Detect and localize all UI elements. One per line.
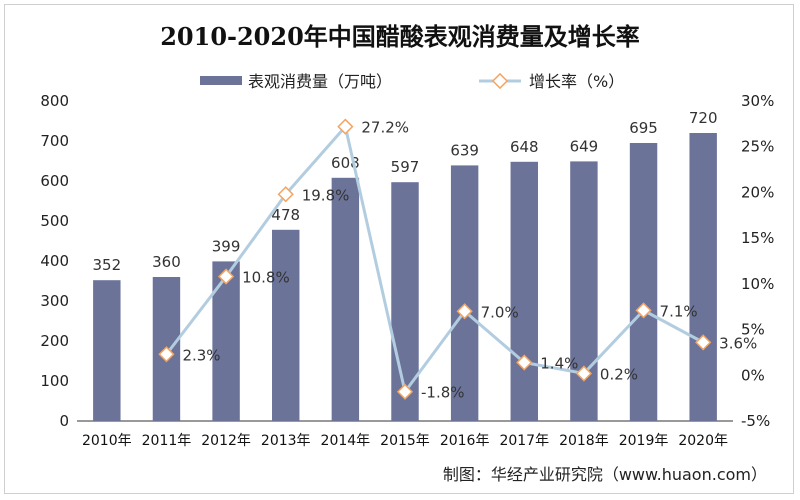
growth-value-label: 1.4% xyxy=(540,354,578,372)
bar xyxy=(570,161,598,421)
growth-marker xyxy=(396,383,414,400)
growth-marker xyxy=(516,354,533,371)
growth-marker xyxy=(158,346,175,363)
right-tick-label: 30% xyxy=(741,92,774,110)
growth-marker xyxy=(217,268,235,285)
bar-value-label: 352 xyxy=(92,256,121,274)
left-tick-label: 200 xyxy=(40,332,69,350)
chart-title: 2010-2020年中国醋酸表观消费量及增长率 xyxy=(160,22,640,51)
legend-line-label: 增长率（%） xyxy=(529,72,624,91)
legend-bar-swatch xyxy=(200,76,242,85)
legend: 表观消费量（万吨） 增长率（%） xyxy=(200,72,624,91)
x-tick-label: 2020年 xyxy=(678,433,728,449)
growth-marker xyxy=(635,302,652,319)
growth-marker xyxy=(456,303,473,320)
growth-value-label: 2.3% xyxy=(182,346,220,364)
left-tick-label: 100 xyxy=(40,372,69,390)
bar xyxy=(331,177,360,421)
right-tick-label: 5% xyxy=(741,321,765,339)
right-tick-label: -5% xyxy=(741,412,770,430)
growth-marker xyxy=(695,334,712,351)
right-tick-label: 25% xyxy=(741,138,774,156)
bar xyxy=(450,165,479,421)
left-y-axis: 0 100 200 300 400 500 600 700 800 xyxy=(40,92,69,430)
left-tick-label: 400 xyxy=(40,252,69,270)
growth-marker xyxy=(575,365,593,382)
growth-value-label: 27.2% xyxy=(361,119,409,137)
bar-value-label: 597 xyxy=(391,158,420,176)
chart-frame: 2010-2020年中国醋酸表观消费量及增长率 表观消费量（万吨） 增长率（%）… xyxy=(4,4,794,494)
legend-line-marker xyxy=(491,72,509,90)
growth-value-label: -1.8% xyxy=(421,384,465,402)
bar-value-label: 648 xyxy=(510,138,539,156)
bar-value-label: 399 xyxy=(212,237,241,255)
growth-value-label: 7.1% xyxy=(660,302,698,320)
bar-value-label: 649 xyxy=(570,137,599,155)
x-tick-label: 2011年 xyxy=(142,433,192,449)
right-y-axis: -5% 0% 5% 10% 15% 20% 25% 30% xyxy=(741,92,774,430)
x-tick-label: 2013年 xyxy=(261,433,311,449)
bar xyxy=(510,161,538,422)
growth-marker xyxy=(337,118,354,135)
bar-value-label: 478 xyxy=(271,206,300,224)
bar-value-label: 360 xyxy=(152,253,181,271)
right-tick-label: 20% xyxy=(741,183,774,201)
x-axis-ticks: 2010年 2011年 2012年 2013年 2014年 2015年 2016年 2017年… xyxy=(82,433,728,449)
x-tick-label: 2016年 xyxy=(440,433,490,449)
right-tick-label: 0% xyxy=(741,366,765,384)
bar xyxy=(629,143,658,421)
growth-marker xyxy=(277,186,294,203)
bar-value-label: 695 xyxy=(629,119,658,137)
bar-value-label: 639 xyxy=(450,141,479,159)
right-tick-label: 15% xyxy=(741,229,774,247)
x-tick-label: 2015年 xyxy=(380,433,430,449)
x-tick-label: 2018年 xyxy=(559,433,609,449)
left-tick-label: 600 xyxy=(40,172,69,190)
x-tick-label: 2017年 xyxy=(499,433,549,449)
left-tick-label: 500 xyxy=(40,212,69,230)
x-tick-label: 2012年 xyxy=(201,433,251,449)
growth-value-label: 19.8% xyxy=(302,186,350,204)
source-note: 制图：华经产业研究院（www.huaon.com） xyxy=(443,465,767,484)
growth-line xyxy=(165,125,704,394)
chart-svg: 2010-2020年中国醋酸表观消费量及增长率 表观消费量（万吨） 增长率（%）… xyxy=(40,22,774,484)
left-tick-label: 0 xyxy=(59,412,69,430)
left-tick-label: 800 xyxy=(40,92,69,110)
bar xyxy=(689,133,717,421)
bar xyxy=(272,229,300,421)
left-tick-label: 700 xyxy=(40,132,69,150)
growth-value-label: 0.2% xyxy=(600,365,638,383)
bar xyxy=(93,280,121,421)
legend-bar-label: 表观消费量（万吨） xyxy=(248,72,392,91)
growth-value-label: 3.6% xyxy=(719,334,757,352)
bar xyxy=(212,261,240,421)
growth-value-label: 10.8% xyxy=(242,269,290,287)
right-tick-label: 10% xyxy=(741,275,774,293)
left-tick-label: 300 xyxy=(40,292,69,310)
line-series: 2.3% 10.8% 19.8% 27.2% -1.8% 7.0% 1.4% 0.2% 7.1%… xyxy=(158,118,757,402)
x-tick-label: 2019年 xyxy=(619,433,669,449)
x-tick-label: 2014年 xyxy=(321,433,371,449)
x-tick-label: 2010年 xyxy=(82,433,132,449)
growth-value-label: 7.0% xyxy=(481,303,519,321)
bar-value-label: 720 xyxy=(689,109,718,127)
